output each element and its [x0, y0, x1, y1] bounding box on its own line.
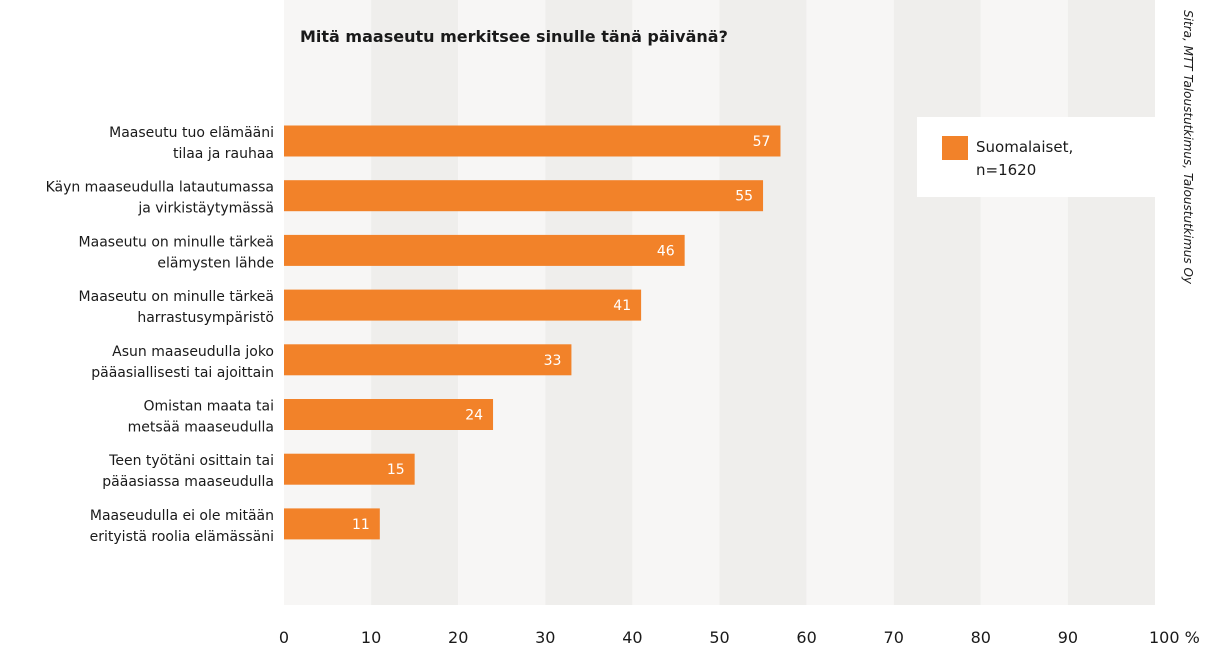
data-label: 41	[613, 298, 631, 314]
legend-label-line-2: n=1620	[976, 161, 1036, 179]
plot-band	[806, 0, 894, 605]
x-tick-labels-group: 0 10 20 30 40 50 60 70 80 90 100 %	[279, 628, 1200, 647]
category-label: pääasiassa maaseudulla	[102, 474, 274, 490]
x-tick-label: 50	[709, 628, 729, 647]
data-label: 11	[352, 517, 370, 533]
x-tick-label: 0	[279, 628, 289, 647]
category-label: Käyn maaseudulla latautumassa	[46, 180, 274, 196]
x-tick-label: 40	[622, 628, 642, 647]
x-tick-label: 70	[884, 628, 904, 647]
x-tick-label: 20	[448, 628, 468, 647]
legend-swatch	[942, 136, 968, 160]
plot-band	[893, 0, 981, 605]
plot-band	[632, 0, 720, 605]
category-label: metsää maaseudulla	[128, 420, 274, 436]
x-tick-label: 90	[1058, 628, 1078, 647]
plot-band	[719, 0, 807, 605]
data-label: 55	[735, 189, 753, 205]
bar	[284, 399, 494, 430]
data-label: 33	[544, 353, 562, 369]
data-label: 46	[657, 243, 675, 259]
x-tick-label: 100 %	[1149, 628, 1200, 647]
category-label: erityistä roolia elämässäni	[90, 529, 274, 545]
bar	[284, 125, 781, 157]
bar	[284, 508, 380, 540]
category-label: Omistan maata tai	[143, 399, 274, 415]
category-label: Maaseutu tuo elämääni	[109, 125, 274, 141]
data-label: 24	[465, 408, 483, 424]
category-label: elämysten lähde	[157, 255, 274, 271]
category-label: tilaa ja rauhaa	[173, 146, 274, 162]
x-tick-label: 60	[796, 628, 816, 647]
category-label: Maaseutu on minulle tärkeä	[79, 234, 274, 250]
category-label: Asun maaseudulla joko	[112, 344, 274, 360]
bar	[284, 453, 415, 485]
category-labels-group: Maaseutu tuo elämääni tilaa ja rauhaa Käyn…	[46, 125, 274, 545]
bars-group: 57 55 46 41 33 24 15 11	[284, 125, 781, 540]
category-label: Teen työtäni osittain tai	[108, 453, 274, 469]
category-label: Maaseudulla ei ole mitään	[90, 508, 274, 524]
bar	[284, 234, 685, 266]
plot-band	[1067, 0, 1155, 605]
category-label: harrastusympäristö	[137, 310, 274, 326]
data-label: 15	[387, 462, 405, 478]
category-label: Maaseutu on minulle tärkeä	[79, 289, 274, 305]
x-tick-label: 10	[361, 628, 381, 647]
legend: Suomalaiset, n=1620	[917, 117, 1157, 197]
bar	[284, 344, 572, 376]
plot-band	[980, 0, 1068, 605]
bar	[284, 289, 642, 321]
source-note: Sitra, MTT Taloustutkimus, Taloustutkimu…	[1181, 10, 1195, 285]
bar	[284, 180, 764, 212]
x-tick-label: 80	[971, 628, 991, 647]
category-label: ja virkistäytymässä	[137, 201, 274, 217]
data-label: 57	[753, 134, 771, 150]
legend-label-line-1: Suomalaiset,	[976, 138, 1073, 156]
chart-title: Mitä maaseutu merkitsee sinulle tänä päi…	[300, 27, 728, 46]
x-tick-label: 30	[535, 628, 555, 647]
plot-background-bands	[284, 0, 1155, 605]
category-label: pääasiallisesti tai ajoittain	[91, 365, 274, 381]
